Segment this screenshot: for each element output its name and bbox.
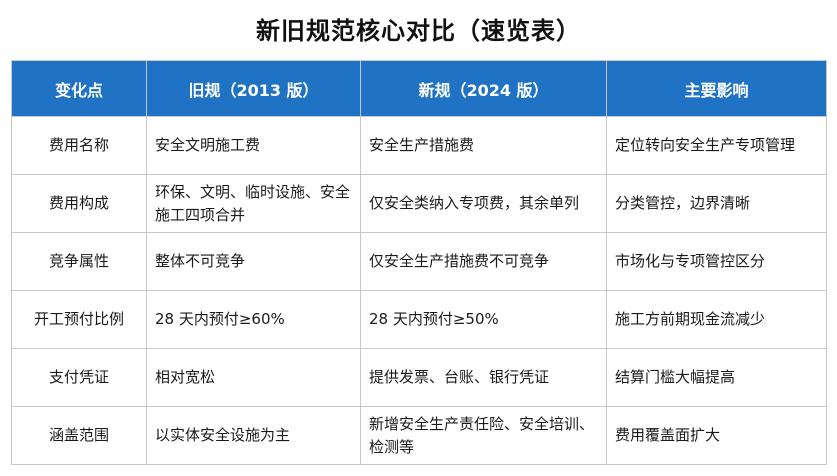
cell-old-rule: 以实体安全设施为主 <box>146 406 361 465</box>
table-header-row: 变化点 旧规（2013 版） 新规（2024 版） 主要影响 <box>11 60 827 117</box>
cell-old-rule: 安全文明施工费 <box>146 116 361 175</box>
table-row: 开工预付比例 28 天内预付≥60% 28 天内预付≥50% 施工方前期现金流减… <box>11 290 827 349</box>
cell-main-impact: 结算门槛大幅提高 <box>606 348 827 407</box>
cell-change-point: 费用构成 <box>11 174 147 233</box>
comparison-table: 变化点 旧规（2013 版） 新规（2024 版） 主要影响 费用名称 安全文明… <box>11 60 827 465</box>
page-title: 新旧规范核心对比（速览表） <box>256 17 581 45</box>
table-row: 竞争属性 整体不可竞争 仅安全生产措施费不可竞争 市场化与专项管控区分 <box>11 232 827 291</box>
cell-main-impact: 定位转向安全生产专项管理 <box>606 116 827 175</box>
table-row: 涵盖范围 以实体安全设施为主 新增安全生产责任险、安全培训、检测等 费用覆盖面扩… <box>11 406 827 465</box>
cell-change-point: 竞争属性 <box>11 232 147 291</box>
header-new-rule: 新规（2024 版） <box>360 60 607 117</box>
cell-new-rule: 28 天内预付≥50% <box>360 290 607 349</box>
cell-main-impact: 费用覆盖面扩大 <box>606 406 827 465</box>
header-main-impact: 主要影响 <box>606 60 827 117</box>
cell-change-point: 费用名称 <box>11 116 147 175</box>
cell-main-impact: 市场化与专项管控区分 <box>606 232 827 291</box>
cell-new-rule: 提供发票、台账、银行凭证 <box>360 348 607 407</box>
header-old-rule: 旧规（2013 版） <box>146 60 361 117</box>
cell-old-rule: 28 天内预付≥60% <box>146 290 361 349</box>
cell-change-point: 开工预付比例 <box>11 290 147 349</box>
cell-old-rule: 环保、文明、临时设施、安全施工四项合并 <box>146 174 361 233</box>
table-row: 支付凭证 相对宽松 提供发票、台账、银行凭证 结算门槛大幅提高 <box>11 348 827 407</box>
cell-old-rule: 相对宽松 <box>146 348 361 407</box>
cell-new-rule: 安全生产措施费 <box>360 116 607 175</box>
cell-main-impact: 施工方前期现金流减少 <box>606 290 827 349</box>
table-row: 费用名称 安全文明施工费 安全生产措施费 定位转向安全生产专项管理 <box>11 116 827 175</box>
table-row: 费用构成 环保、文明、临时设施、安全施工四项合并 仅安全类纳入专项费，其余单列 … <box>11 174 827 233</box>
cell-main-impact: 分类管控，边界清晰 <box>606 174 827 233</box>
cell-new-rule: 仅安全生产措施费不可竞争 <box>360 232 607 291</box>
cell-new-rule: 新增安全生产责任险、安全培训、检测等 <box>360 406 607 465</box>
cell-new-rule: 仅安全类纳入专项费，其余单列 <box>360 174 607 233</box>
header-change-point: 变化点 <box>11 60 147 117</box>
cell-old-rule: 整体不可竞争 <box>146 232 361 291</box>
cell-change-point: 涵盖范围 <box>11 406 147 465</box>
cell-change-point: 支付凭证 <box>11 348 147 407</box>
